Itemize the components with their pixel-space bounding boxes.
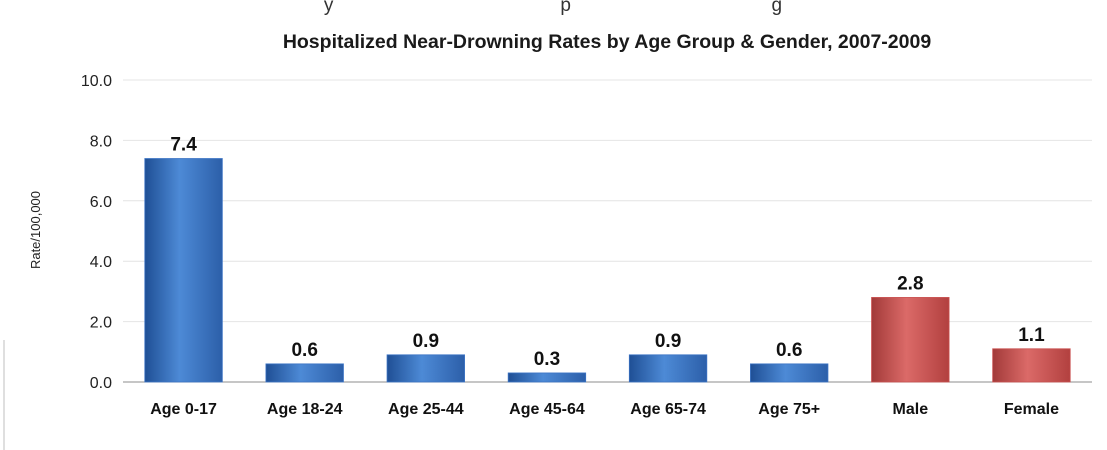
bars	[144, 158, 1071, 383]
x-tick-label: Age 18-24	[267, 401, 343, 418]
y-axis-label: Rate/100,000	[28, 191, 43, 269]
bar-age-45-64	[507, 372, 587, 383]
data-label: 7.4	[170, 135, 197, 156]
y-tick-label: 8.0	[90, 133, 112, 150]
bar-age-25-44	[386, 354, 465, 383]
bar-age-65-74	[628, 354, 708, 383]
gridlines	[123, 79, 1092, 323]
data-label: 0.3	[534, 349, 560, 370]
x-tick-label: Age 75+	[758, 401, 820, 418]
y-tick-label: 0.0	[90, 375, 112, 392]
x-tick-label: Age 45-64	[509, 401, 585, 418]
x-tick-label: Female	[1004, 401, 1059, 418]
x-tick-label: Male	[893, 401, 929, 418]
x-tick-label: Age 25-44	[388, 401, 464, 418]
x-tick-label: Age 0-17	[150, 401, 217, 418]
bar-age-0-17	[144, 158, 223, 383]
data-label: 2.8	[897, 273, 923, 294]
data-label: 0.9	[413, 331, 439, 352]
data-labels: 7.4 0.6 0.9 0.3 0.9 0.6 2.8 1.1	[170, 135, 1045, 370]
chart-title: Hospitalized Near-Drowning Rates by Age …	[283, 31, 932, 53]
y-tick-label: 10.0	[81, 73, 112, 90]
bar-age-18-24	[265, 363, 344, 383]
y-tick-label: 4.0	[90, 254, 112, 271]
y-tick-labels: 0.0 2.0 4.0 6.0 8.0 10.0	[81, 73, 112, 392]
x-tick-label: Age 65-74	[630, 401, 706, 418]
bar-male	[871, 297, 950, 383]
data-label: 0.6	[291, 340, 317, 361]
y-tick-label: 2.0	[90, 315, 112, 332]
data-label: 0.9	[655, 331, 681, 352]
y-tick-label: 6.0	[90, 194, 112, 211]
clipped-header-text: y p g	[324, 0, 782, 16]
bar-female	[992, 348, 1071, 383]
data-label: 1.1	[1018, 325, 1045, 346]
x-tick-labels: Age 0-17 Age 18-24 Age 25-44 Age 45-64 Age 6…	[150, 401, 1059, 418]
data-label: 0.6	[776, 340, 802, 361]
bar-age-75-	[750, 363, 829, 383]
